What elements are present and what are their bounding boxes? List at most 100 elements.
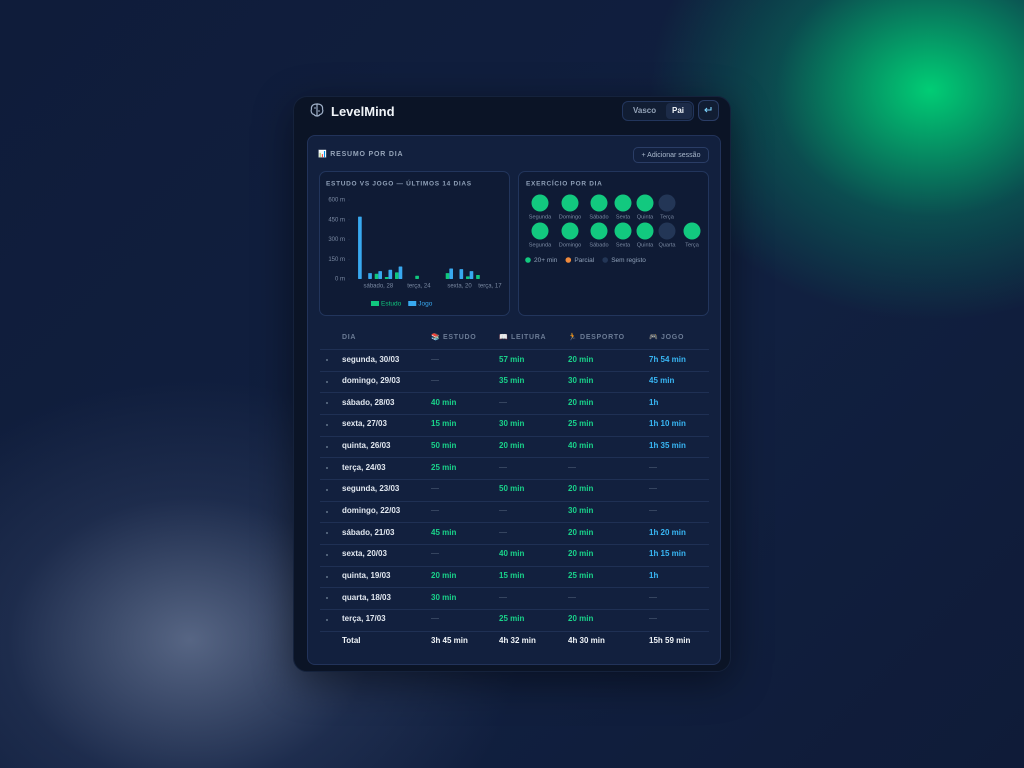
row-value: 40 min [568,441,594,451]
row-date: terça, 17/03 [342,614,386,624]
row-value: — [499,462,507,472]
exercise-day [614,194,632,212]
row-value: 20 min [568,484,594,494]
row-value: 1h 20 min [649,527,686,537]
row-date: segunda, 30/03 [342,354,400,364]
column-header: 🏃 DESPORTO [568,334,625,341]
row-bullet [326,380,328,383]
legend-label: Sem registo [611,257,646,264]
row-bullet [326,359,328,361]
row-value: — [568,462,576,472]
add-session-button[interactable]: + Adicionar sessão [633,147,709,163]
row-value: 20 min [568,549,594,559]
y-tick-label: 300 m [328,237,345,243]
row-value: 25 min [568,419,594,429]
back-button[interactable] [698,100,719,121]
row-value: — [649,506,657,516]
row-bullet [326,402,328,405]
exercise-day-label: Sexta [616,214,631,220]
bar [384,277,389,279]
y-tick-label: 600 m [328,198,345,204]
chart: ESTUDO VS JOGO — ÚLTIMOS 14 DIAS 0 m 150 … [326,179,502,308]
exercise-day-label: Segunda [529,214,552,220]
row-value: — [499,592,507,602]
row-value: 1h 10 min [649,419,686,429]
column-header: 🎮 JOGO [649,334,685,341]
row-divider [320,565,709,567]
exercise-chart: EXERCÍCIO POR DIA Segunda Domingo Sábado Se… [525,179,701,264]
row-value: 20 min [431,571,457,580]
row-date: sexta, 20/03 [342,549,387,559]
row-date: sexta, 27/03 [342,419,387,429]
exercise-day [531,222,549,240]
row-divider [320,479,709,481]
total-value: 15h 59 min [649,635,691,645]
row-value: 45 min [431,527,457,537]
bar [465,276,470,279]
bar [374,273,379,279]
profile-tab[interactable]: Pai [672,106,685,115]
row-value: — [431,484,439,494]
row-bullet [326,618,328,621]
exercise-day [590,194,608,212]
add-session-label: + Adicionar sessão [641,152,701,159]
row-value: 30 min [431,592,457,602]
exercise-day-label: Segunda [529,242,552,248]
bar [388,269,393,279]
row-value: 45 min [649,376,675,386]
row-bullet [326,467,328,470]
chart-title: ESTUDO VS JOGO — ÚLTIMOS 14 DIAS [326,179,472,188]
chart-box: ESTUDO VS JOGO — ÚLTIMOS 14 DIAS 0 m 150 … [319,171,510,316]
bar [358,216,362,279]
bar [459,269,464,279]
exercise-day [683,222,701,240]
row-value: — [649,462,657,472]
back-icon [704,107,712,113]
row-divider [320,457,709,459]
row-date: sábado, 21/03 [342,527,395,537]
row-divider [320,630,709,632]
exercise-day [561,194,579,212]
bar [394,272,399,279]
exercise-box: EXERCÍCIO POR DIA Segunda Domingo Sábado Se… [518,171,709,316]
bar [445,273,450,279]
row-divider [320,392,709,394]
exercise-day-label: Quinta [637,242,654,248]
bar [476,275,480,279]
row-bullet [326,575,328,578]
row-value: 20 min [568,527,594,537]
row-value: 20 min [499,441,525,451]
row-bullet [326,445,328,448]
row-value: 35 min [499,376,525,386]
row-value: 20 min [568,354,594,364]
total-value: 4h 30 min [568,635,605,645]
profile-active-bg [666,103,692,119]
x-tick-label: terça, 17 [478,284,502,290]
row-value: 15 min [431,419,457,429]
row-divider [320,435,709,437]
x-tick-label: terça, 24 [407,284,431,290]
exercise-day-label: Sexta [616,242,631,248]
row-value: — [431,549,439,559]
exercise-day [614,222,632,240]
row-value: 40 min [431,397,457,407]
exercise-day-label: Domingo [559,214,581,220]
row-value: 1h 35 min [649,441,686,451]
exercise-day-label: Sábado [589,242,608,248]
row-value: 20 min [568,397,594,407]
legend-swatch [371,301,379,306]
profile-tab[interactable]: Vasco [633,106,657,115]
bar [398,266,403,279]
x-tick-label: sábado, 28 [364,284,394,290]
exercise-day [590,222,608,240]
column-header: 📖 LEITURA [499,334,547,341]
x-tick-label: sexta, 20 [447,284,472,290]
row-date: quarta, 18/03 [342,592,391,602]
legend-dot [565,257,572,263]
exercise-day [531,194,549,212]
row-date: sábado, 28/03 [342,397,395,407]
row-divider [320,414,709,416]
app-name: LevelMind [331,104,395,119]
